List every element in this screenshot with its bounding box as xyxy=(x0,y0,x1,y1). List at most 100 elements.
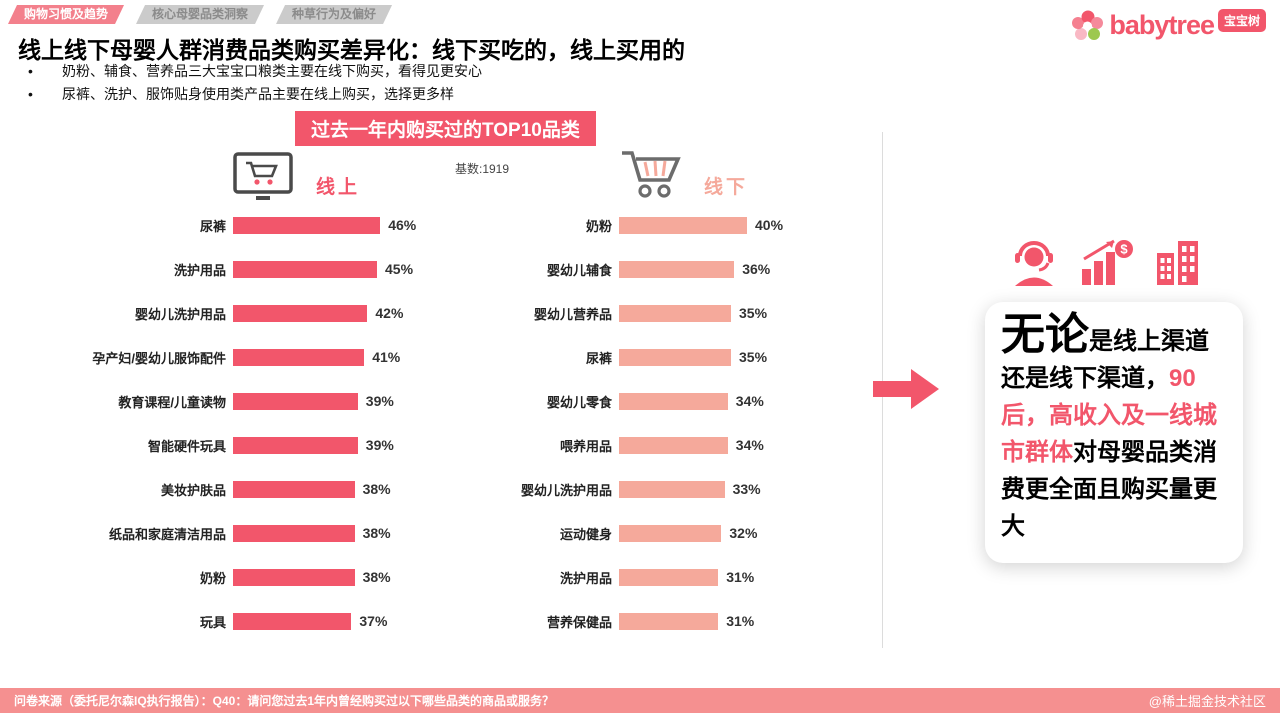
buildings-icon xyxy=(1154,237,1202,292)
brand-logo: babytree 宝宝树 xyxy=(1071,8,1266,49)
footer-bar: 问卷来源（委托尼尔森IQ执行报告）：Q40：请问您过去1年内曾经购买过以下哪些品… xyxy=(0,688,1280,713)
chart-row: 婴幼儿营养品 35% xyxy=(440,291,860,335)
brand-name: babytree xyxy=(1109,10,1215,40)
tab-seeding-behavior[interactable]: 种草行为及偏好 xyxy=(276,5,392,24)
value-label: 38% xyxy=(362,569,391,585)
category-label: 运动健身 xyxy=(559,526,612,542)
value-bar xyxy=(233,612,352,630)
category-label: 孕产妇/婴幼儿服饰配件 xyxy=(92,350,226,366)
chart-row: 婴幼儿洗护用品 42% xyxy=(54,291,464,335)
value-label: 35% xyxy=(739,349,768,365)
category-label: 奶粉 xyxy=(585,218,612,234)
customer-service-icon xyxy=(1008,239,1060,292)
value-label: 37% xyxy=(359,613,388,629)
value-label: 45% xyxy=(385,261,414,277)
category-label: 婴幼儿零食 xyxy=(546,394,612,410)
chart-row: 尿裤 35% xyxy=(440,335,860,379)
category-label: 纸品和家庭清洁用品 xyxy=(108,526,226,542)
category-label: 尿裤 xyxy=(585,350,612,366)
chart-row: 奶粉 38% xyxy=(54,555,464,599)
online-chart: 尿裤 46% 洗护用品 45% 婴幼儿洗护用品 42% 孕产妇/婴幼儿服饰配件 41% 教育课程… xyxy=(54,203,464,643)
insight-highlight: 90后，高收入及一线城市群体 xyxy=(1001,365,1217,466)
chart-row: 教育课程/儿童读物 39% xyxy=(54,379,464,423)
category-label: 洗护用品 xyxy=(559,570,612,586)
category-label: 美妆护肤品 xyxy=(160,482,226,498)
base-size-note: 基数:1919 xyxy=(455,162,510,176)
chart-row: 玩具 37% xyxy=(54,599,464,643)
value-label: 31% xyxy=(726,569,755,585)
value-label: 39% xyxy=(365,437,394,453)
category-label: 尿裤 xyxy=(199,218,226,234)
flower-icon xyxy=(1071,8,1105,49)
insight-lead: 无论 xyxy=(1001,310,1089,359)
category-label: 喂养用品 xyxy=(559,438,612,454)
brand-badge: 宝宝树 xyxy=(1217,9,1266,32)
chart-row: 美妆护肤品 38% xyxy=(54,467,464,511)
svg-text:$: $ xyxy=(1120,242,1128,257)
chart-row: 智能硬件玩具 39% xyxy=(54,423,464,467)
value-bar xyxy=(233,348,365,366)
value-bar xyxy=(233,304,368,322)
category-label: 婴幼儿营养品 xyxy=(533,306,612,322)
category-label: 教育课程/儿童读物 xyxy=(118,394,226,410)
chart-row: 奶粉 40% xyxy=(440,203,860,247)
cart-icon xyxy=(618,146,684,205)
tab-core-categories[interactable]: 核心母婴品类洞察 xyxy=(136,5,264,24)
growth-chart-icon: $ xyxy=(1080,237,1134,292)
insight-card: 无论是线上渠道还是线下渠道，90后，高收入及一线城市群体对母婴品类消费更全面且购… xyxy=(985,302,1243,563)
section-banner: 过去一年内购买过的TOP10品类 xyxy=(295,111,596,146)
bullet-online-use: 尿裤、洗护、服饰贴身使用类产品主要在线上购买，选择更多样 xyxy=(24,83,482,106)
chart-row: 孕产妇/婴幼儿服饰配件 41% xyxy=(54,335,464,379)
value-label: 38% xyxy=(362,525,391,541)
tab-shopping-habits[interactable]: 购物习惯及趋势 xyxy=(8,5,124,24)
insight-text: 无论是线上渠道还是线下渠道，90后，高收入及一线城市群体对母婴品类消费更全面且购… xyxy=(1001,313,1227,545)
value-label: 32% xyxy=(729,525,758,541)
category-label: 智能硬件玩具 xyxy=(147,438,226,454)
value-bar xyxy=(619,480,725,498)
value-bar xyxy=(619,304,731,322)
value-bar xyxy=(619,216,747,234)
bullet-offline-food: 奶粉、辅食、营养品三大宝宝口粮类主要在线下购买，看得见更安心 xyxy=(24,60,482,83)
value-bar xyxy=(619,524,722,542)
chart-row: 纸品和家庭清洁用品 38% xyxy=(54,511,464,555)
value-bar xyxy=(619,348,731,366)
value-bar xyxy=(233,524,355,542)
value-bar xyxy=(233,568,355,586)
value-label: 34% xyxy=(735,393,764,409)
value-label: 38% xyxy=(362,481,391,497)
value-bar xyxy=(233,480,355,498)
value-bar xyxy=(619,568,719,586)
value-label: 42% xyxy=(375,305,404,321)
value-bar xyxy=(619,436,728,454)
value-bar xyxy=(233,216,381,234)
right-arrow-icon xyxy=(873,366,941,417)
value-label: 40% xyxy=(755,217,784,233)
value-label: 36% xyxy=(742,261,771,277)
category-label: 玩具 xyxy=(199,614,226,630)
value-bar xyxy=(233,392,358,410)
value-bar xyxy=(233,436,358,454)
insight-segment: 是线上渠道还是线下渠道， xyxy=(1001,328,1209,392)
chart-row: 洗护用品 45% xyxy=(54,247,464,291)
chart-row: 尿裤 46% xyxy=(54,203,464,247)
value-label: 46% xyxy=(388,217,417,233)
category-label: 洗护用品 xyxy=(173,262,226,278)
value-label: 33% xyxy=(732,481,761,497)
category-label: 婴幼儿辅食 xyxy=(546,262,612,278)
insight-body: 是线上渠道还是线下渠道，90后，高收入及一线城市群体对母婴品类消费更全面且购买量… xyxy=(1001,328,1217,540)
category-label: 奶粉 xyxy=(199,570,226,586)
category-label: 营养保健品 xyxy=(546,614,612,630)
watermark: @稀土掘金技术社区 xyxy=(1148,694,1266,709)
value-label: 39% xyxy=(365,393,394,409)
value-label: 35% xyxy=(739,305,768,321)
category-label: 婴幼儿洗护用品 xyxy=(520,482,612,498)
top-nav: 购物习惯及趋势 核心母婴品类洞察 种草行为及偏好 xyxy=(8,5,392,24)
value-bar xyxy=(619,612,719,630)
chart-row: 婴幼儿洗护用品 33% xyxy=(440,467,860,511)
value-label: 41% xyxy=(372,349,401,365)
chart-row: 洗护用品 31% xyxy=(440,555,860,599)
chart-row: 运动健身 32% xyxy=(440,511,860,555)
chart-row: 婴幼儿零食 34% xyxy=(440,379,860,423)
value-label: 34% xyxy=(735,437,764,453)
